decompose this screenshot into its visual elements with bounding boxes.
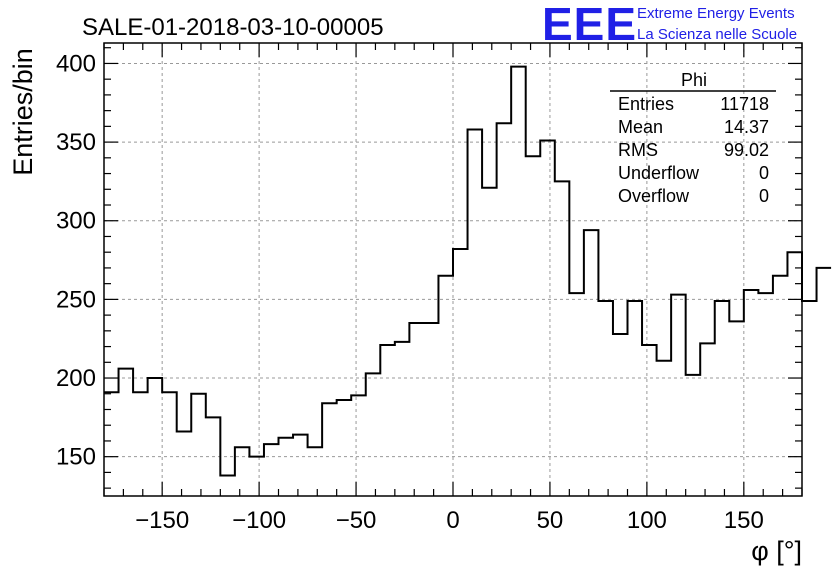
- logo-mark: EEE: [542, 0, 637, 50]
- y-tick-label: 350: [56, 129, 96, 156]
- x-tick-label: 50: [537, 507, 564, 534]
- stats-label-overflow: Overflow: [618, 186, 690, 206]
- stats-label-mean: Mean: [618, 117, 663, 137]
- x-axis-title: φ [°]: [751, 536, 802, 566]
- chart-title: SALE-01-2018-03-10-00005: [82, 14, 384, 41]
- x-tick-label: 100: [627, 507, 667, 534]
- y-axis-title: Entries/bin: [8, 48, 38, 176]
- x-tick-label: −50: [336, 507, 377, 534]
- logo-line-2: La Scienza nelle Scuole: [637, 26, 797, 43]
- stats-value-entries: 11718: [720, 94, 769, 114]
- logo-line-1: Extreme Energy Events: [637, 5, 795, 22]
- stats-value-mean: 14.37: [724, 117, 769, 137]
- stats-value-overflow: 0: [759, 186, 769, 206]
- stats-label-rms: RMS: [618, 140, 658, 160]
- histogram-line: [104, 65, 832, 477]
- y-tick-labels: 150 200 250 300 350 400: [56, 50, 96, 470]
- x-tick-label: 150: [724, 507, 764, 534]
- stats-value-underflow: 0: [759, 163, 769, 183]
- stats-label-underflow: Underflow: [618, 163, 700, 183]
- x-tick-label: 0: [446, 507, 459, 534]
- stats-box: Phi Entries 11718 Mean 14.37 RMS 99.02 U…: [610, 70, 776, 206]
- y-tick-label: 400: [56, 50, 96, 77]
- axis-ticks: [103, 43, 803, 496]
- x-tick-label: −100: [232, 507, 286, 534]
- stats-value-rms: 99.02: [724, 140, 769, 160]
- grid-lines: [104, 43, 802, 496]
- x-tick-labels: −150 −100 −50 0 50 100 150: [135, 507, 764, 534]
- x-tick-label: −150: [135, 507, 189, 534]
- y-tick-label: 300: [56, 208, 96, 235]
- y-tick-label: 150: [56, 444, 96, 471]
- y-tick-label: 200: [56, 365, 96, 392]
- stats-label-entries: Entries: [618, 94, 674, 114]
- y-tick-label: 250: [56, 286, 96, 313]
- eee-logo: EEE Extreme Energy Events La Scienza nel…: [542, 0, 797, 50]
- stats-title: Phi: [681, 70, 707, 90]
